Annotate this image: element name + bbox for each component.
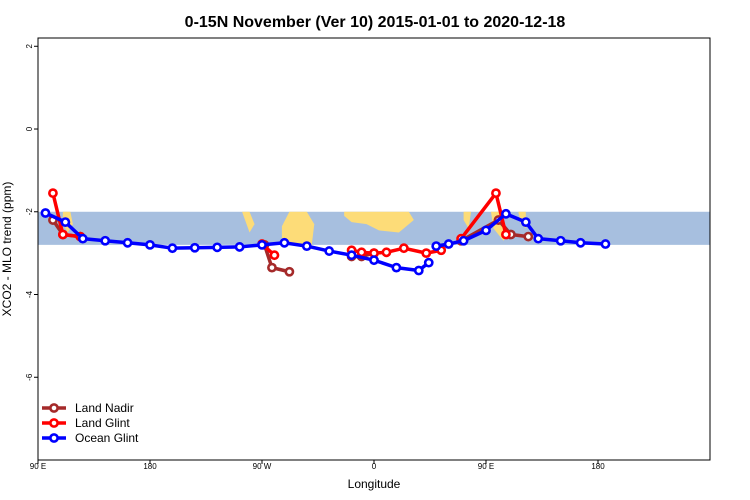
data-point [481, 225, 491, 236]
data-point [40, 208, 51, 218]
axes: 90 E 180 90 W 0 90 E 180 2 0 -2 -4 -6 [25, 44, 605, 471]
x-axis-label: Longitude [348, 477, 401, 491]
x-tick-label: 180 [591, 462, 605, 471]
data-point [60, 217, 71, 228]
data-point [284, 266, 295, 277]
y-tick-label: -4 [25, 290, 34, 298]
legend-marker [49, 433, 59, 443]
legend-label: Ocean Glint [75, 431, 139, 445]
y-tick-label: -2 [25, 208, 34, 216]
series-ocean-glint [40, 208, 611, 276]
data-point [555, 235, 566, 246]
chart-title: 0-15N November (Ver 10) 2015-01-01 to 20… [185, 14, 566, 31]
legend-marker [49, 418, 59, 428]
data-point [257, 239, 267, 250]
data-point [491, 188, 501, 199]
series-layer [40, 188, 611, 277]
data-point [145, 239, 155, 250]
x-tick-label: 180 [143, 462, 157, 471]
legend-item: Land Nadir [42, 401, 134, 415]
legend-item: Land Glint [42, 416, 130, 430]
data-point [600, 239, 611, 249]
legend-label: Land Glint [75, 416, 130, 430]
legend-item: Ocean Glint [42, 431, 139, 445]
legend-label: Land Nadir [75, 401, 134, 415]
data-point [575, 237, 586, 248]
data-point [443, 239, 454, 249]
data-point [267, 262, 277, 273]
data-point [458, 235, 469, 246]
plot-frame [37, 37, 711, 461]
land-shape [281, 211, 315, 245]
data-point [77, 233, 88, 244]
data-point [48, 188, 58, 199]
data-point [413, 265, 424, 276]
y-tick-label: 2 [25, 44, 34, 49]
legend-marker [49, 403, 59, 413]
data-point [369, 255, 379, 266]
data-point [501, 229, 511, 240]
land-shape [463, 211, 472, 229]
data-point [398, 243, 409, 254]
data-point [431, 241, 442, 252]
y-axis-label: XCO2 - MLO trend (ppm) [0, 182, 14, 317]
map-background-band [38, 211, 710, 245]
x-tick-label: 0 [372, 462, 377, 471]
y-tick-label: 0 [25, 126, 34, 131]
data-point [501, 208, 511, 219]
data-point [301, 241, 312, 252]
land-shape [344, 211, 414, 233]
data-point [533, 233, 544, 244]
data-point [356, 247, 367, 258]
data-point [279, 237, 290, 248]
x-tick-label: 90 W [253, 462, 272, 471]
data-point [381, 247, 392, 258]
data-point [421, 248, 432, 259]
data-point [520, 217, 531, 228]
data-point [423, 257, 434, 268]
land-shape [242, 211, 255, 233]
data-point [57, 229, 68, 240]
data-point [167, 243, 178, 254]
data-point [324, 246, 335, 256]
data-point [346, 250, 357, 261]
data-point [523, 231, 534, 242]
data-point [391, 262, 402, 273]
data-point [100, 235, 111, 246]
data-point [122, 237, 133, 248]
y-tick-label: -6 [25, 373, 34, 381]
data-point [269, 250, 280, 261]
x-tick-label: 90 E [30, 462, 46, 471]
data-point [189, 242, 200, 253]
x-tick-label: 90 E [478, 462, 494, 471]
series-line [435, 212, 606, 248]
data-point [234, 242, 245, 252]
data-point [212, 242, 223, 253]
